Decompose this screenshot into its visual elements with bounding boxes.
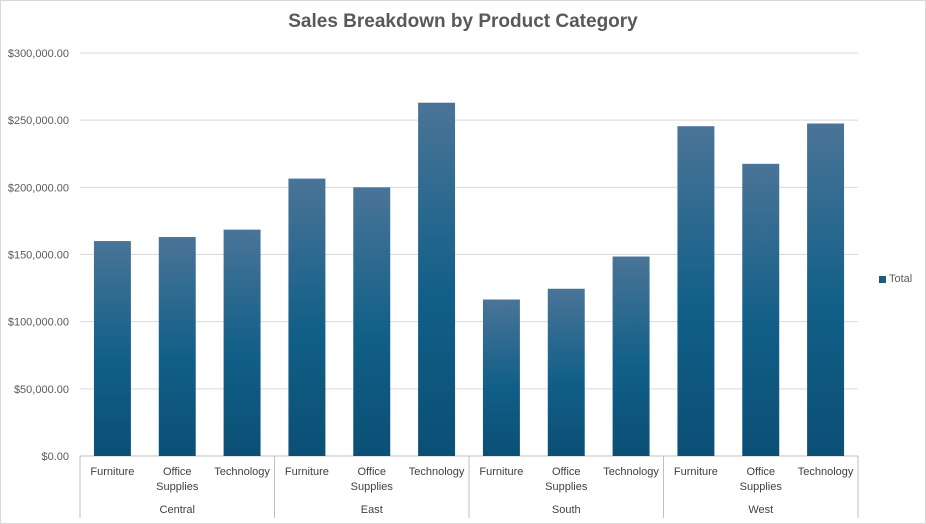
x-tick-label: Office Supplies (740, 466, 783, 493)
bar (677, 126, 715, 456)
bar (418, 102, 456, 456)
y-tick-label: $50,000.00 (14, 384, 69, 396)
y-tick-label: $100,000.00 (8, 317, 69, 329)
bar (612, 256, 650, 456)
y-tick-label: $150,000.00 (8, 250, 69, 262)
chart-title: Sales Breakdown by Product Category (288, 11, 638, 32)
legend-label: Total (889, 273, 913, 285)
group-label: East (361, 504, 383, 516)
bar (288, 178, 326, 456)
x-tick-label: Furniture (674, 466, 718, 478)
x-tick-label: Technology (798, 466, 854, 478)
y-tick-label: $300,000.00 (8, 48, 69, 60)
bar (742, 163, 780, 456)
x-tick-label: Furniture (285, 466, 329, 478)
bar (158, 237, 196, 456)
y-tick-label: $0.00 (41, 451, 69, 463)
bar (93, 241, 131, 456)
group-label: Central (160, 504, 195, 516)
bar (223, 229, 261, 456)
legend: Total (879, 273, 912, 285)
x-tick-label: Technology (409, 466, 465, 478)
y-tick-label: $200,000.00 (8, 182, 69, 194)
x-tick-label: Furniture (479, 466, 523, 478)
x-tick-label: Technology (603, 466, 659, 478)
x-tick-label: Technology (214, 466, 270, 478)
x-tick-label: Furniture (90, 466, 134, 478)
legend-swatch (879, 275, 886, 283)
bar (807, 123, 845, 457)
x-tick-label: Office Supplies (545, 466, 588, 493)
y-tick-label: $250,000.00 (8, 115, 69, 127)
x-tick-label: Office Supplies (351, 466, 394, 493)
bar (547, 288, 585, 456)
bar (482, 299, 520, 456)
group-label: West (748, 504, 773, 516)
x-tick-label: Office Supplies (156, 466, 199, 493)
bar (353, 187, 391, 457)
group-label: South (552, 504, 581, 516)
